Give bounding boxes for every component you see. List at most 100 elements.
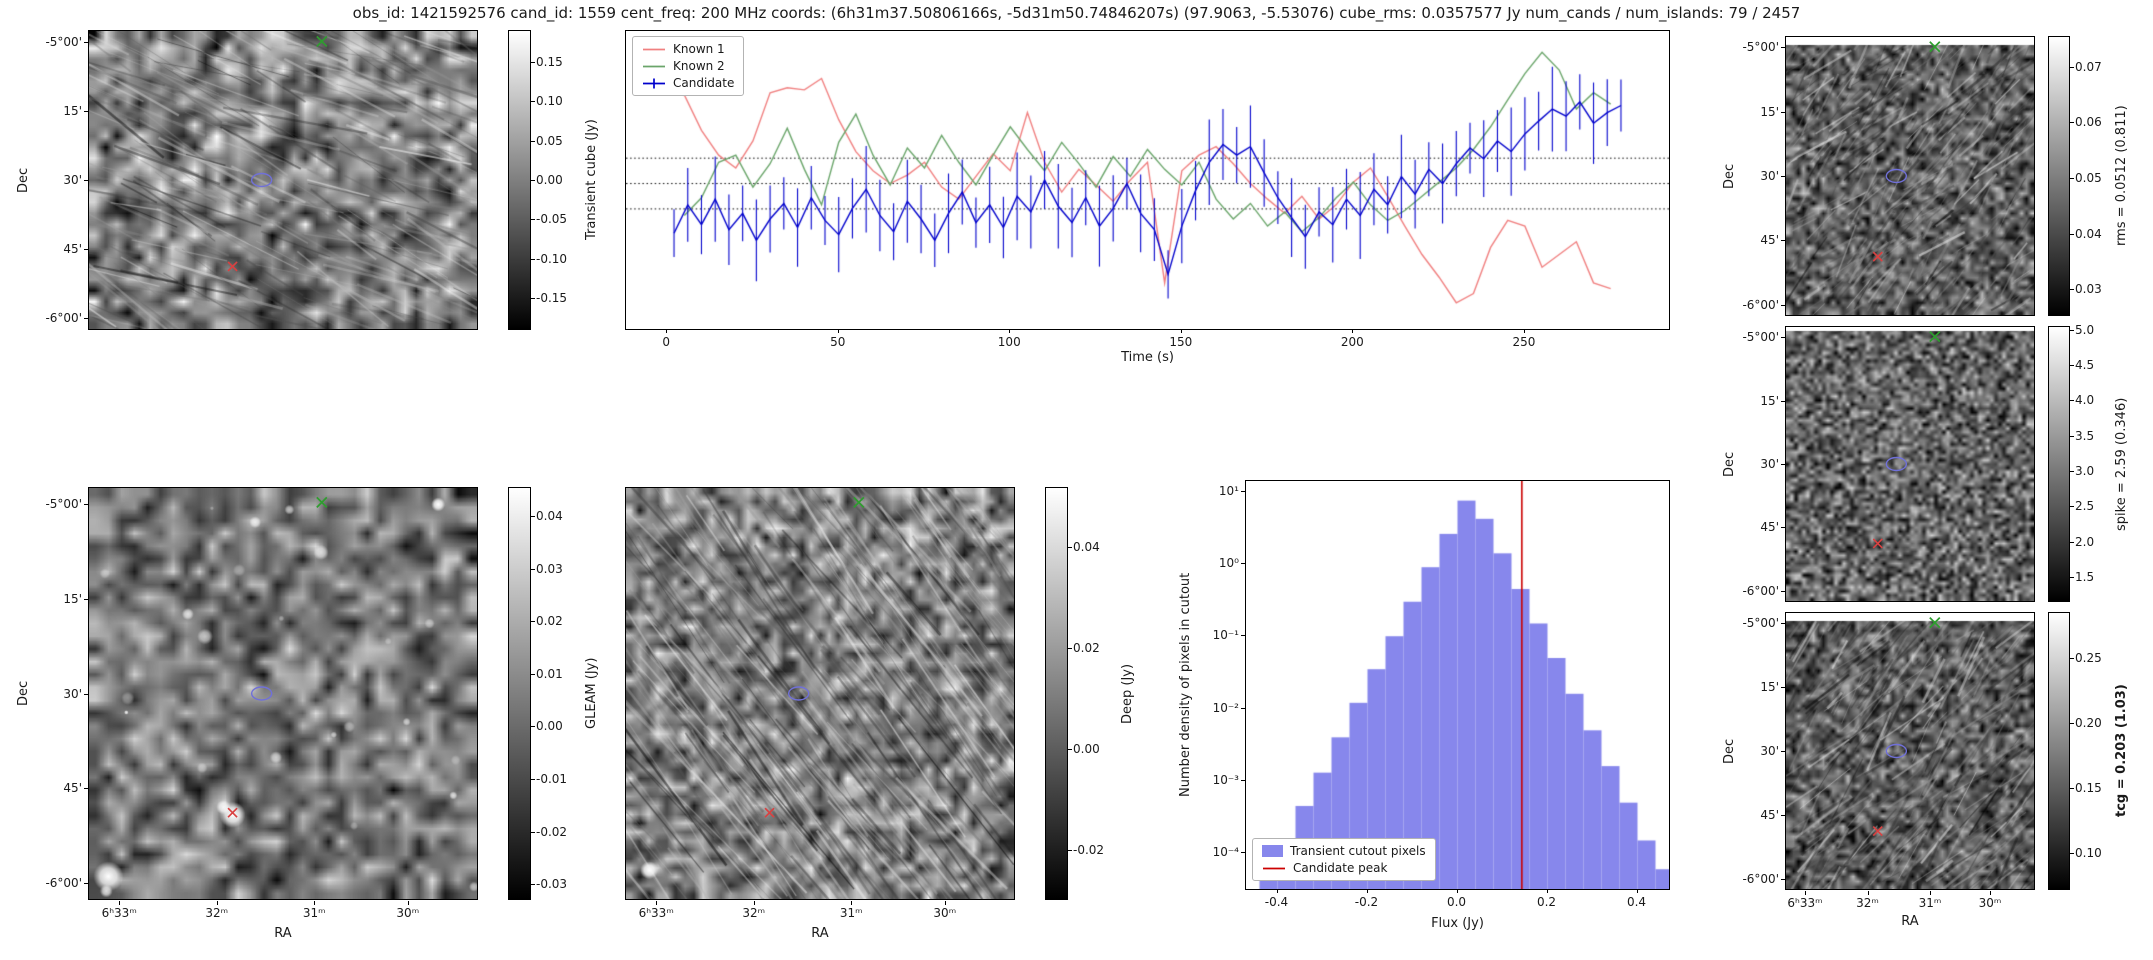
green-cross-marker-icon <box>316 35 328 48</box>
green-cross-marker-icon <box>1929 41 1941 53</box>
dec-tick-label: -5°00' <box>1742 616 1779 631</box>
colorbar-tick-label: 0.02 <box>1073 641 1100 656</box>
tick-mark <box>2070 541 2074 543</box>
colorbar-tick-label: 0.00 <box>536 719 563 734</box>
tick-mark <box>531 219 535 221</box>
colorbar-tick-label: -0.02 <box>536 824 568 839</box>
green-cross-marker-icon <box>1929 330 1941 343</box>
tick-mark <box>656 901 658 905</box>
ra-tick-label: 32ᵐ <box>205 906 229 920</box>
dec-tick-label: 30' <box>63 686 82 701</box>
ra-tick-label: 30ᵐ <box>396 906 420 920</box>
marker-overlay <box>764 496 865 818</box>
legend-label-candidate-peak: Candidate peak <box>1293 861 1388 875</box>
colorbar-tick-label: 4.0 <box>2075 393 2095 408</box>
colorbar-tick-label: 3.5 <box>2075 428 2095 443</box>
marker-overlay <box>1872 617 1941 837</box>
legend-label-known1: Known 1 <box>673 42 725 56</box>
tick-mark <box>2070 329 2074 331</box>
tick-mark <box>1546 889 1548 893</box>
ra-tick-label: 31ᵐ <box>302 906 326 920</box>
tick-mark <box>1781 623 1785 625</box>
dec-tick-label: -6°00' <box>45 311 82 325</box>
time-tick-label: 0 <box>662 335 670 349</box>
dec-tick-label: -6°00' <box>1742 871 1779 886</box>
tick-mark <box>2070 853 2074 855</box>
blue-ellipse-marker-icon <box>250 686 273 701</box>
colorbar-tick-label: 0.15 <box>536 54 563 69</box>
ra-tick-label: 6ʰ33ᵐ <box>638 906 674 920</box>
tick-mark <box>837 329 839 333</box>
colorbar-tick-label: 5.0 <box>2075 322 2095 337</box>
tick-mark <box>1781 176 1785 177</box>
tick-mark <box>84 883 88 885</box>
dec-tick-label: 15' <box>1760 104 1779 119</box>
deep-image <box>626 488 1014 899</box>
known1-line-sample-icon <box>642 43 666 56</box>
tick-mark <box>1241 562 1245 564</box>
colorbar-transient <box>508 30 531 330</box>
colorbar-tick-label: 0.03 <box>2075 282 2102 297</box>
colorbar-label-transient: Transient cube (Jy) <box>584 119 599 241</box>
time-axis-label: Time (s) <box>1121 350 1174 365</box>
colorbar-tick-label: 3.0 <box>2075 464 2095 479</box>
time-tick-label: 100 <box>997 335 1021 349</box>
dec-tick-label: -5°00' <box>1742 40 1779 55</box>
colorbar-tick-label: 4.5 <box>2075 357 2095 372</box>
tick-mark <box>314 901 316 905</box>
colorbar-tick-label: 0.10 <box>536 94 563 109</box>
tick-mark <box>2070 400 2074 402</box>
dec-tick-label: 15' <box>63 104 82 118</box>
tick-mark <box>851 901 853 905</box>
tick-mark <box>1068 748 1072 750</box>
tick-mark <box>531 831 535 833</box>
tick-mark <box>1068 547 1072 549</box>
tick-mark <box>1781 751 1785 752</box>
dec-tick-label: 45' <box>1760 520 1779 535</box>
tick-mark <box>531 568 535 570</box>
ra-axis-label: RA <box>811 926 829 941</box>
pixels-patch-sample-icon <box>1262 845 1283 857</box>
tick-mark <box>1930 891 1931 895</box>
red-cross-marker-icon <box>764 807 775 818</box>
colorbar-tick-label: 2.5 <box>2075 499 2095 514</box>
colorbar-tick-label: 0.02 <box>536 614 563 629</box>
tick-mark <box>1781 464 1785 465</box>
colorbar-tick-label: 0.05 <box>2075 170 2102 185</box>
legend-item-candidate: Candidate <box>642 76 734 90</box>
histogram-panel <box>1245 480 1670 890</box>
colorbar-tick-label: -0.15 <box>536 291 568 306</box>
time-tick-label: 50 <box>830 335 846 349</box>
colorbar-tick-label: -0.10 <box>536 251 568 266</box>
blue-ellipse-marker-icon <box>250 172 273 188</box>
colorbar-tick-label: 0.01 <box>536 666 563 681</box>
density-tick-label: 10⁻³ <box>1212 772 1239 787</box>
tick-mark <box>531 515 535 517</box>
density-tick-label: 10⁰ <box>1218 555 1239 570</box>
dec-tick-label: 30' <box>1760 457 1779 471</box>
dec-tick-label: 15' <box>1760 680 1779 695</box>
dec-tick-label: 15' <box>1760 393 1779 408</box>
lightcurve-panel <box>625 30 1670 330</box>
tick-mark <box>1781 47 1785 49</box>
time-tick-label: 150 <box>1169 335 1193 349</box>
spike-image <box>1786 327 2034 601</box>
tick-mark <box>1241 707 1245 709</box>
colorbar-tick-label: 0.04 <box>2075 226 2102 241</box>
tick-mark <box>1867 891 1869 895</box>
colorbar-deep <box>1045 487 1068 900</box>
dec-tick-label: 30' <box>1760 744 1779 758</box>
tick-mark <box>1352 329 1354 333</box>
tick-mark <box>1180 329 1182 333</box>
ra-axis-label: RA <box>274 926 292 941</box>
peak-line-sample-icon <box>1262 862 1286 875</box>
ra-tick-label: 6ʰ33ᵐ <box>1787 896 1823 910</box>
tick-mark <box>2070 577 2074 579</box>
ra-tick-label: 6ʰ33ᵐ <box>101 906 137 920</box>
colorbar-tick-label: 0.25 <box>2075 650 2102 665</box>
marker-overlay <box>1872 330 1941 549</box>
tick-mark <box>1456 889 1458 893</box>
tick-mark <box>1781 337 1785 339</box>
red-cross-marker-icon <box>227 261 238 272</box>
